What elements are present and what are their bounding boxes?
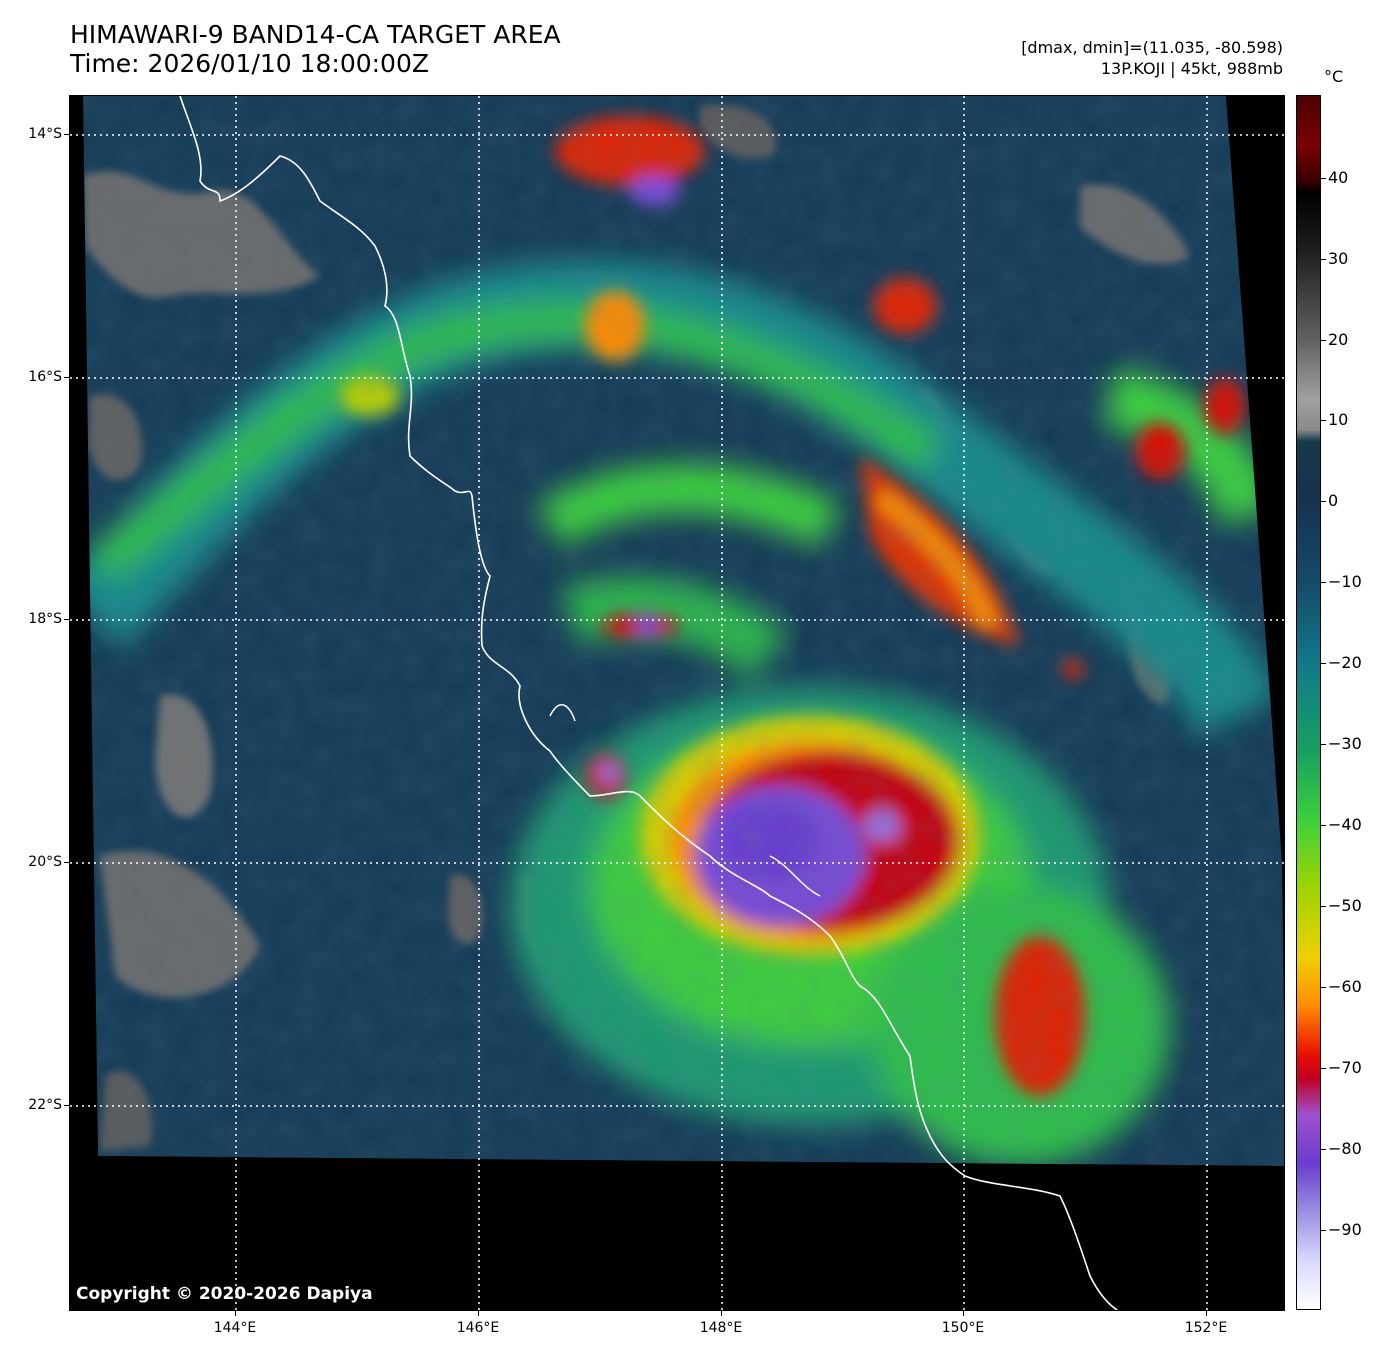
colorbar-label-m60: −60	[1328, 977, 1362, 996]
colorbar-label-m40: −40	[1328, 815, 1362, 834]
lon-label-144e: 144°E	[213, 1320, 257, 1336]
lat-label-14s: 14°S	[28, 126, 62, 142]
time-stamp: Time: 2026/01/10 18:00:00Z	[70, 49, 429, 78]
coastline	[179, 96, 1119, 1310]
lon-label-146e: 146°E	[456, 1320, 500, 1336]
map-canvas	[70, 96, 1284, 1310]
colorbar-label-m90: −90	[1328, 1220, 1362, 1239]
satellite-map[interactable]: Copyright © 2020-2026 Dapiya	[69, 95, 1285, 1311]
dmax-dmin-readout: [dmax, dmin]=(11.035, -80.598)	[1021, 38, 1283, 57]
copyright-notice: Copyright © 2020-2026 Dapiya	[76, 1284, 373, 1304]
colorbar-label-m10: −10	[1328, 572, 1362, 591]
lon-label-152e: 152°E	[1184, 1320, 1228, 1336]
graticule	[70, 96, 1284, 1310]
lat-label-18s: 18°S	[28, 611, 62, 627]
colorbar-label-m50: −50	[1328, 896, 1362, 915]
lat-label-16s: 16°S	[28, 369, 62, 385]
lat-label-22s: 22°S	[28, 1097, 62, 1113]
colorbar-label-m20: −20	[1328, 653, 1362, 672]
lon-label-150e: 150°E	[941, 1320, 985, 1336]
colorbar-unit: °C	[1324, 67, 1344, 86]
product-title: HIMAWARI-9 BAND14-CA TARGET AREA	[70, 20, 561, 49]
colorbar-label-m70: −70	[1328, 1058, 1362, 1077]
colorbar-label-10: 10	[1328, 410, 1349, 429]
colorbar-label-30: 30	[1328, 249, 1349, 268]
storm-info: [dmax, dmin]=(11.035, -80.598) 13P.KOJI …	[1021, 37, 1283, 79]
colorbar-label-m30: −30	[1328, 734, 1362, 753]
storm-summary: 13P.KOJI | 45kt, 988mb	[1100, 59, 1283, 78]
colorbar-label-0: 0	[1328, 491, 1339, 510]
colorbar-label-40: 40	[1328, 168, 1349, 187]
colorbar-label-m80: −80	[1328, 1139, 1362, 1158]
lat-label-20s: 20°S	[28, 854, 62, 870]
colorbar	[1296, 95, 1321, 1310]
chart-title: HIMAWARI-9 BAND14-CA TARGET AREA Time: 2…	[70, 20, 561, 78]
colorbar-label-20: 20	[1328, 330, 1349, 349]
lon-label-148e: 148°E	[699, 1320, 743, 1336]
